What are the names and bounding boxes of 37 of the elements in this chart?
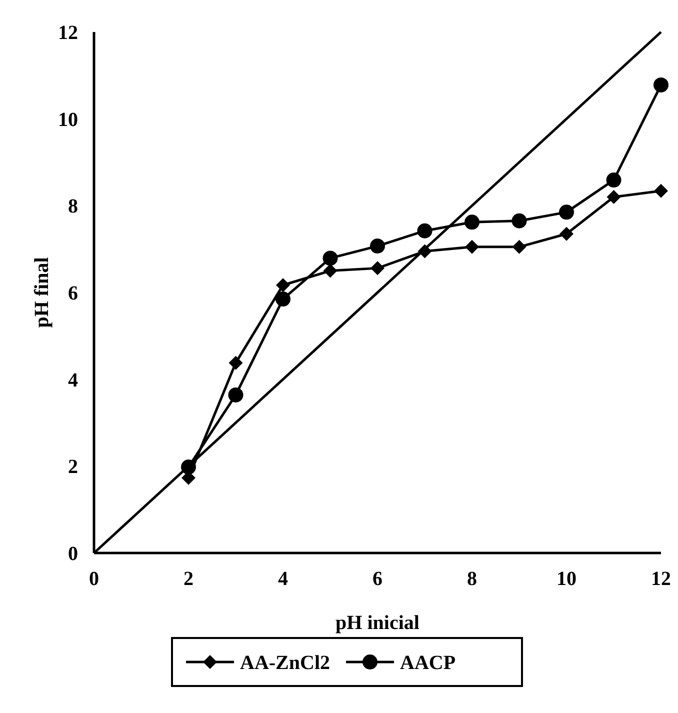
x-tick-label: 12 (651, 568, 671, 590)
point (512, 213, 527, 228)
point (228, 387, 244, 402)
point (654, 184, 668, 198)
legend-label: AA-ZnCl2 (240, 652, 330, 674)
x-tick-label: 2 (184, 568, 194, 590)
y-tick-label: 10 (58, 108, 78, 131)
y-tick-label: 0 (68, 543, 78, 565)
y-tick-label: 6 (68, 282, 78, 304)
point (417, 223, 432, 238)
legend-label: AACP (400, 652, 456, 674)
point (228, 356, 243, 370)
x-axis-title: pH inicial (336, 612, 420, 634)
point (370, 261, 384, 276)
x-tick-label: 4 (278, 568, 288, 590)
point (464, 214, 480, 230)
point (322, 250, 338, 266)
x-tick-label: 10 (556, 568, 576, 590)
point (276, 292, 290, 307)
y-tick-label: 2 (68, 456, 78, 478)
point (606, 172, 622, 188)
x-tick-label: 6 (372, 568, 382, 590)
point (323, 264, 338, 278)
y-tick-label: 8 (68, 196, 78, 218)
y-axis-title: pH final (31, 256, 53, 328)
x-tick-label: 8 (467, 568, 477, 590)
y-tick-label: 12 (58, 22, 78, 44)
point (654, 77, 668, 92)
point (512, 240, 526, 254)
point (606, 190, 621, 204)
point (276, 278, 290, 292)
point (370, 238, 385, 254)
point (559, 204, 574, 220)
point (560, 226, 574, 241)
x-tick-label: 0 (89, 568, 99, 590)
point (465, 240, 479, 254)
y-tick-label: 4 (68, 369, 78, 392)
